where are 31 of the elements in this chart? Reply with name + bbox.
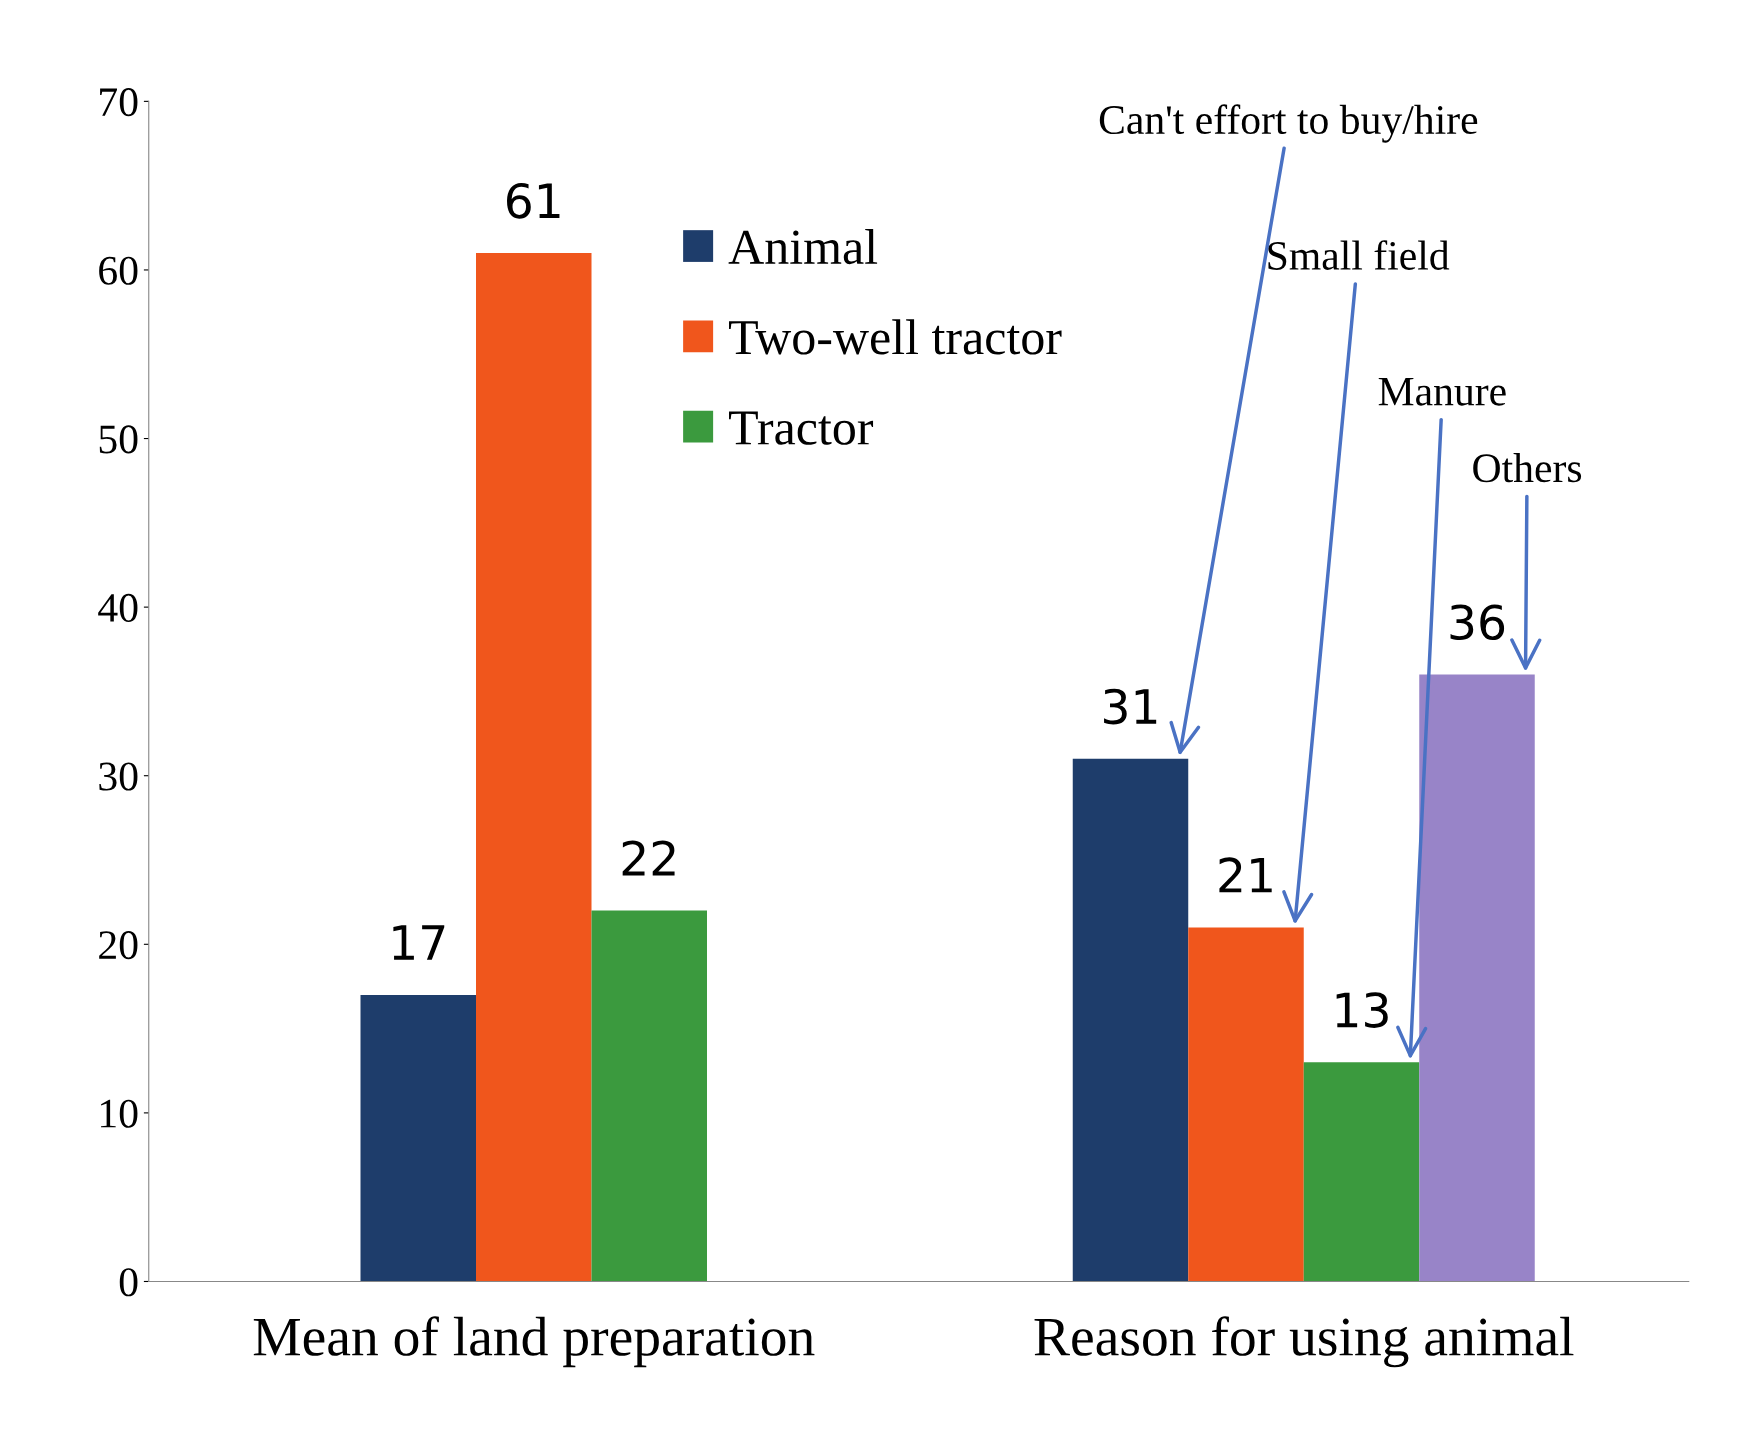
data-label: 13: [1336, 992, 1388, 1028]
y-tick-label: 50: [99, 425, 138, 454]
bar: [1303, 1062, 1420, 1282]
data-label: 61: [507, 182, 560, 219]
annotation: Can't effort to buy/hire: [1099, 104, 1478, 143]
data-label: 31: [1104, 688, 1157, 725]
data-label: 17: [393, 925, 445, 960]
bar: [591, 910, 707, 1282]
legend-label: Animal: [728, 228, 878, 265]
x-tick-label: Mean of land preparation: [253, 1316, 815, 1368]
y-tick-label: 40: [98, 593, 138, 622]
bar: [1188, 927, 1304, 1282]
data-label: 36: [1450, 604, 1505, 641]
bar: [360, 994, 476, 1282]
annotation: Others: [1473, 453, 1582, 483]
y-tick-label: 70: [100, 88, 138, 117]
y-tick-label: 30: [99, 762, 138, 791]
x-tick-label: Reason for using animal: [1034, 1316, 1574, 1368]
bar: [1419, 674, 1535, 1282]
annotation: Manure: [1378, 377, 1506, 406]
y-tick-label: 60: [99, 256, 138, 285]
annotation: Small field: [1268, 240, 1450, 270]
data-label: 22: [622, 840, 675, 876]
bar: [476, 253, 592, 1282]
y-tick-label: 10: [101, 1099, 138, 1128]
data-label: 21: [1219, 857, 1272, 893]
y-tick-label: 20: [99, 931, 138, 960]
legend-label: Tractor: [729, 411, 874, 445]
legend-label: Two-well tractor: [729, 319, 1062, 355]
bar: [1072, 758, 1189, 1282]
y-tick-label: 0: [119, 1268, 138, 1297]
